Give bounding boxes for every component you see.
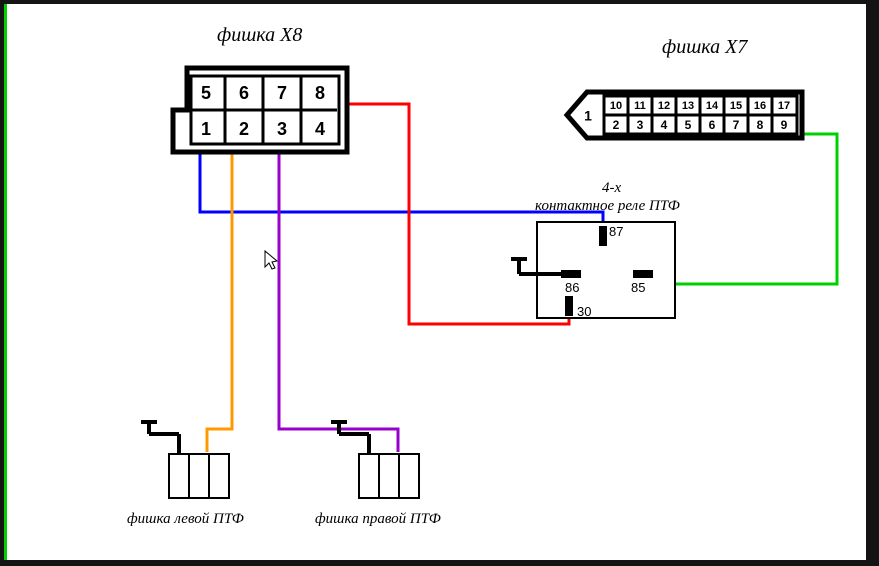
- connector-right-ptf: [331, 422, 419, 498]
- x8-pin2: 2: [239, 119, 249, 139]
- x8-pin1: 1: [201, 119, 211, 139]
- x8-pin6: 6: [239, 83, 249, 103]
- x7-pin2: 2: [613, 118, 620, 132]
- relay-pin-87: 87: [609, 224, 623, 239]
- relay-pin-30: 30: [577, 304, 591, 319]
- wire-green: [667, 134, 837, 284]
- diagram-canvas: фишка X8 фишка X7 4-х контактное реле ПТ…: [4, 4, 866, 560]
- x7-pin5: 5: [685, 118, 692, 132]
- wire-purple: [279, 141, 398, 452]
- x7-pin15: 15: [730, 100, 742, 112]
- wire-blue: [200, 141, 603, 232]
- cursor-icon: [265, 251, 277, 269]
- x7-pin16: 16: [754, 100, 766, 112]
- x8-pin4: 4: [315, 119, 325, 139]
- x7-pin17: 17: [778, 100, 790, 112]
- x8-pin8: 8: [315, 83, 325, 103]
- connector-x8: 5 6 7 8 1 2 3 4: [173, 68, 347, 152]
- x7-pin7: 7: [733, 118, 740, 132]
- x7-pin1: 1: [584, 108, 592, 124]
- x7-pin13: 13: [682, 100, 694, 112]
- x7-pin10: 10: [610, 100, 622, 112]
- relay-pin-86: 86: [565, 280, 579, 295]
- x7-pin12: 12: [658, 100, 670, 112]
- left-ptf-ground-icon: [141, 422, 179, 454]
- x8-pin5: 5: [201, 83, 211, 103]
- wiring-svg: 5 6 7 8 1 2 3 4 1: [7, 4, 869, 560]
- right-ptf-ground-icon: [331, 422, 369, 454]
- x7-pin4: 4: [661, 118, 668, 132]
- relay: 87 86 85 30: [511, 222, 675, 319]
- x7-pin3: 3: [637, 118, 644, 132]
- x7-pin9: 9: [781, 118, 788, 132]
- x8-pin7: 7: [277, 83, 287, 103]
- wire-red: [327, 104, 569, 324]
- x7-pin11: 11: [634, 100, 646, 112]
- x7-pin8: 8: [757, 118, 764, 132]
- wire-orange: [207, 141, 232, 452]
- connector-x7: 1 10 11 12 13 14 15 16 17 2 3 4 5 6 7 8 …: [567, 92, 802, 138]
- connector-left-ptf: [141, 422, 229, 498]
- x7-pin14: 14: [706, 100, 719, 112]
- x8-pin3: 3: [277, 119, 287, 139]
- x7-pin6: 6: [709, 118, 716, 132]
- relay-pin-85: 85: [631, 280, 645, 295]
